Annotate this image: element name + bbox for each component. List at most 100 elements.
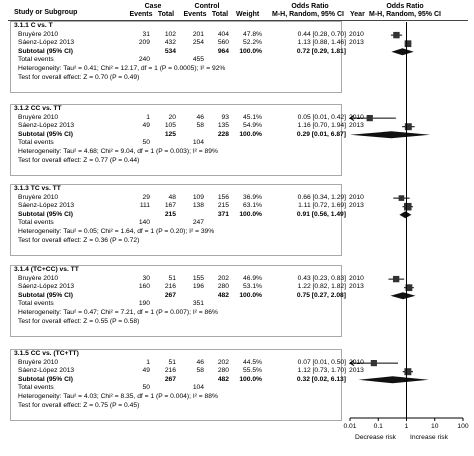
footer-increase-risk: Increase risk <box>410 434 448 441</box>
subtotal-case-total: 267 <box>164 375 176 383</box>
study-year: 2013 <box>349 367 364 375</box>
case-events: 29 <box>142 193 150 201</box>
subtotal-or-ci: 0.75 [0.27, 2.08] <box>296 291 346 299</box>
subgroup-frame <box>10 21 342 93</box>
study-point <box>398 195 405 201</box>
subtotal-label: Subtotal (95% CI) <box>18 130 73 138</box>
study-weight: 47.8% <box>243 30 262 38</box>
study-year: 2010 <box>349 193 364 201</box>
case-total: 432 <box>164 39 176 47</box>
case-total: 216 <box>164 367 176 375</box>
total-events-label: Total events <box>18 56 54 64</box>
case-total: 105 <box>164 122 176 130</box>
study-weight: 45.1% <box>243 113 262 121</box>
study-name: Bruyère 2010 <box>18 193 59 201</box>
control-events: 109 <box>192 193 204 201</box>
study-name: Bruyère 2010 <box>18 274 59 282</box>
subtotal-control-total: 482 <box>217 375 229 383</box>
control-events: 58 <box>196 367 204 375</box>
subtotal-or-ci: 0.29 [0.01, 6.87] <box>296 130 346 138</box>
header-or-plot: Odds Ratio <box>386 3 424 10</box>
subgroup-frame <box>10 265 342 337</box>
study-name: Bruyère 2010 <box>18 30 59 38</box>
study-point <box>404 40 412 48</box>
study-point <box>405 284 413 292</box>
study-weight: 55.5% <box>243 367 262 375</box>
subtotal-or-ci: 0.91 [0.56, 1.49] <box>296 210 346 218</box>
control-events: 201 <box>192 30 204 38</box>
header-rule <box>8 20 468 21</box>
subtotal-case-total: 267 <box>164 291 176 299</box>
control-events: 155 <box>192 274 204 282</box>
subtotal-diamond <box>358 376 429 384</box>
header-control: Control <box>194 3 220 10</box>
case-total: 167 <box>164 202 176 210</box>
study-point <box>392 275 400 283</box>
study-name: Bruyère 2010 <box>18 113 59 121</box>
case-events: 49 <box>142 367 150 375</box>
case-events: 160 <box>138 283 150 291</box>
header-case-events: Events <box>129 11 153 18</box>
control-total: 135 <box>217 122 229 130</box>
control-total: 404 <box>217 30 229 38</box>
control-total: 280 <box>217 367 229 375</box>
subgroup-frame <box>10 349 342 421</box>
total-events-case: 140 <box>138 219 150 227</box>
x-tick-label: 0.1 <box>373 423 383 430</box>
header-control-total: Total <box>211 11 229 18</box>
header-case: Case <box>144 3 162 10</box>
control-total: 202 <box>217 274 229 282</box>
overall-effect-text: Test for overall effect: Z = 0.77 (P = 0… <box>18 156 140 164</box>
subtotal-diamond <box>399 211 412 219</box>
control-total: 560 <box>217 39 229 47</box>
subtotal-weight: 100.0% <box>239 375 262 383</box>
header-or-numeric-sub: M-H, Random, 95% CI <box>272 11 344 18</box>
total-events-control: 247 <box>192 219 204 227</box>
subtotal-control-total: 964 <box>217 47 229 55</box>
study-point <box>404 368 412 376</box>
overall-effect-text: Test for overall effect: Z = 0.55 (P = 0… <box>18 317 140 325</box>
subtotal-label: Subtotal (95% CI) <box>18 47 73 55</box>
case-events: 209 <box>138 39 150 47</box>
case-events: 1 <box>146 358 150 366</box>
x-tick-label: 0.01 <box>343 423 357 430</box>
subtotal-weight: 100.0% <box>239 47 262 55</box>
study-name: Sáenz-López 2013 <box>18 283 75 291</box>
subtotal-label: Subtotal (95% CI) <box>18 375 73 383</box>
header-weight: Weight <box>236 11 260 18</box>
subtotal-diamond <box>390 292 416 300</box>
header-case-total: Total <box>157 11 175 18</box>
study-weight: 36.9% <box>243 193 262 201</box>
case-events: 31 <box>142 30 150 38</box>
study-or-ci: 1.13 [0.88, 1.46] <box>297 39 346 47</box>
study-or-ci: 1.11 [0.72, 1.69] <box>298 202 346 210</box>
study-weight: 53.1% <box>243 283 262 291</box>
subtotal-case-total: 534 <box>164 47 176 55</box>
subtotal-label: Subtotal (95% CI) <box>18 291 73 299</box>
subgroup-title: 3.1.3 TC vs. TT <box>14 185 61 192</box>
study-weight: 52.2% <box>243 39 262 47</box>
study-or-ci: 1.16 [0.70, 1.94] <box>297 122 346 130</box>
subtotal-case-total: 125 <box>164 130 176 138</box>
study-point <box>393 31 400 39</box>
total-events-case: 190 <box>138 300 150 308</box>
header-control-events: Events <box>183 11 207 18</box>
total-events-control: 455 <box>192 56 204 64</box>
study-year: 2010 <box>349 30 364 38</box>
case-events: 1 <box>146 113 150 121</box>
heterogeneity-text: Heterogeneity: Tau² = 0.05; Chi² = 1.64,… <box>18 228 215 235</box>
study-year: 2013 <box>349 39 364 47</box>
header-study-label: Study or Subgroup <box>14 9 78 16</box>
study-ci-arrow <box>349 360 355 367</box>
subgroup-title: 3.1.2 CC vs. TT <box>14 105 62 112</box>
total-events-label: Total events <box>18 384 54 392</box>
subtotal-or-ci: 0.32 [0.02, 6.13] <box>296 375 346 383</box>
subtotal-weight: 100.0% <box>239 291 262 299</box>
control-events: 58 <box>196 122 204 130</box>
x-tick-label: 100 <box>457 423 469 430</box>
total-events-control: 104 <box>192 384 204 392</box>
subtotal-or-ci: 0.72 [0.29, 1.81] <box>296 47 346 55</box>
study-weight: 63.1% <box>243 202 262 210</box>
header-or-plot-sub: M-H, Random, 95% CI <box>369 11 441 18</box>
